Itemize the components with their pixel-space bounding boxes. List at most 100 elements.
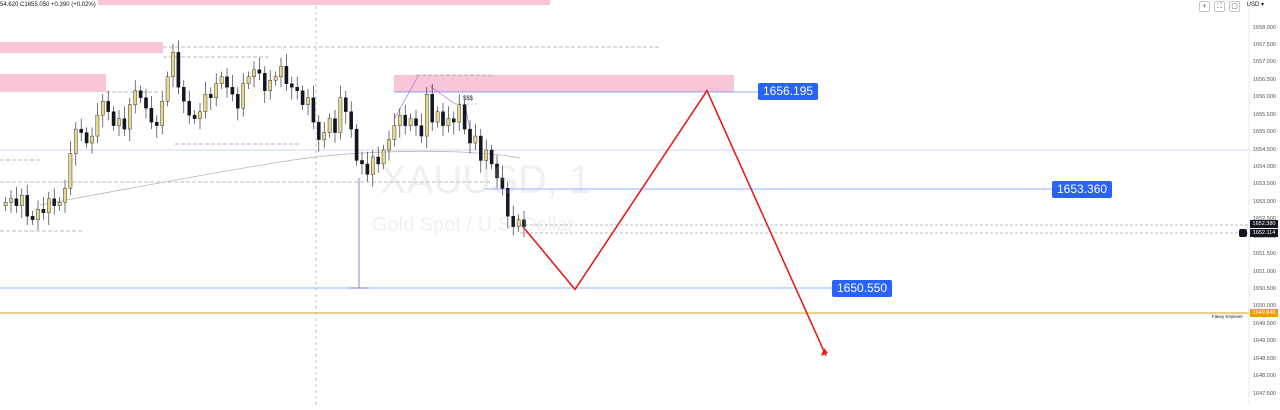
- candle-body: [14, 198, 19, 206]
- price-tick-label: 1649.000: [1253, 338, 1276, 345]
- candle-body: [511, 216, 516, 227]
- candle-body: [441, 111, 445, 126]
- candle-body: [295, 87, 300, 91]
- candle-body: [95, 114, 100, 137]
- candle-body: [284, 66, 289, 84]
- candle-body: [9, 198, 13, 203]
- candle-body: [192, 114, 197, 119]
- price-tick-label: 1650.500: [1253, 285, 1276, 292]
- zone-top-strip[interactable]: [98, 0, 550, 5]
- candle-body: [462, 104, 467, 130]
- candle-body: [160, 100, 165, 126]
- candle-body: [138, 90, 143, 98]
- candle-body: [376, 156, 381, 165]
- price-tick-label: 1651.000: [1253, 268, 1276, 275]
- candle-body: [144, 97, 148, 109]
- current-price-tag-2: 1652.114: [1250, 229, 1278, 237]
- candle-body: [257, 69, 262, 74]
- candle-body: [338, 97, 343, 133]
- candle-body: [506, 188, 510, 217]
- candle-body: [349, 111, 354, 130]
- candle-body: [344, 97, 348, 112]
- candle-body: [252, 69, 256, 78]
- candle-body: [354, 128, 359, 161]
- candle-body: [230, 87, 235, 95]
- candle-body: [235, 94, 240, 109]
- candle-body: [365, 163, 370, 175]
- price-label-1653[interactable]: 1653.360: [1052, 181, 1113, 198]
- sss-label: $$$: [463, 96, 474, 102]
- candle-body: [203, 94, 208, 112]
- price-label-1650[interactable]: 1650.550: [832, 280, 893, 297]
- candle-body: [290, 83, 294, 88]
- candle-body: [90, 135, 94, 144]
- price-marker-icon[interactable]: [1239, 229, 1247, 237]
- zone-left-upper[interactable]: [0, 42, 163, 53]
- price-tick-label: 1653.500: [1253, 181, 1276, 188]
- candle-body: [47, 198, 51, 213]
- candle-body: [263, 73, 267, 91]
- zone-right-supply[interactable]: [394, 75, 734, 92]
- candlestick-series: [3, 40, 526, 238]
- candle-body: [106, 100, 110, 112]
- candle-body: [360, 160, 364, 165]
- candle-body: [68, 153, 73, 189]
- fullscreen-icon[interactable]: ⛶: [1214, 1, 1225, 12]
- price-tick-label: 1650.000: [1253, 303, 1276, 310]
- candle-body: [63, 188, 67, 203]
- price-tick-label: 1654.000: [1253, 163, 1276, 170]
- candle-body: [479, 135, 483, 161]
- candle-body: [311, 97, 316, 123]
- candle-body: [333, 118, 337, 133]
- candle-body: [371, 156, 375, 175]
- candle-body: [100, 100, 105, 116]
- watermark-symbol: XAUUSD, 1: [380, 158, 592, 202]
- candle-body: [317, 121, 321, 140]
- candle-body: [495, 163, 499, 179]
- candle-body: [117, 118, 121, 126]
- price-tick-label: 1649.500: [1253, 320, 1276, 327]
- key-level-label: Fakey Keylevel: [1212, 314, 1243, 319]
- candle-body: [3, 202, 8, 206]
- candle-body: [73, 128, 78, 154]
- price-tick-label: 1655.500: [1253, 111, 1276, 118]
- price-tick-label: 1657.500: [1253, 41, 1276, 48]
- key-level-price-tag: 1649.840: [1250, 309, 1278, 317]
- add-icon[interactable]: +: [1199, 1, 1210, 12]
- candle-body: [36, 209, 40, 220]
- price-tick-label: 1648.000: [1253, 373, 1276, 380]
- candle-body: [246, 76, 251, 84]
- price-tick-label: 1647.500: [1253, 390, 1276, 397]
- ohlc-readout: 54.620 C1655.050 +0.390 (+0.02%): [0, 2, 96, 8]
- candle-body: [435, 111, 440, 123]
- maximize-icon[interactable]: ▢: [1229, 1, 1240, 12]
- price-tick-label: 1655.000: [1253, 129, 1276, 136]
- projected-path: [522, 89, 827, 357]
- candle-body: [468, 128, 472, 144]
- candle-body: [181, 87, 186, 102]
- price-tick-label: 1651.500: [1253, 251, 1276, 258]
- candle-body: [419, 125, 424, 137]
- price-tick-label: 1652.500: [1253, 216, 1276, 222]
- candle-body: [127, 104, 132, 130]
- candle-body: [327, 118, 332, 133]
- projection-arrowhead: [821, 348, 828, 356]
- candle-body: [398, 114, 402, 126]
- candle-body: [208, 94, 213, 98]
- candle-body: [149, 107, 154, 123]
- candle-body: [187, 100, 192, 116]
- currency-selector[interactable]: USD ▾: [1246, 2, 1264, 8]
- price-label-1656[interactable]: 1656.195: [758, 83, 819, 100]
- candle-body: [381, 149, 386, 165]
- price-tick-label: 1658.000: [1253, 24, 1276, 31]
- candle-body: [403, 114, 408, 126]
- candle-body: [171, 52, 175, 78]
- candle-body: [392, 125, 397, 140]
- candle-body: [241, 83, 246, 109]
- price-tick-label: 1648.500: [1253, 355, 1276, 362]
- candle-body: [41, 209, 46, 213]
- zone-left-lower[interactable]: [0, 74, 106, 92]
- candle-body: [154, 121, 159, 126]
